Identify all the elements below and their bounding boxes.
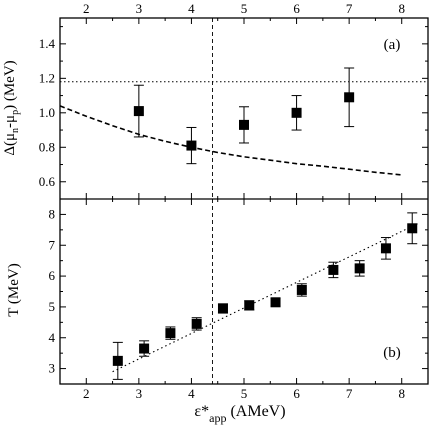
panel-b-ytick-label-0: 3	[49, 361, 56, 376]
bottom-axis-tick-label-5: 7	[346, 386, 353, 401]
panel-a-data-point-3	[291, 107, 302, 118]
top-axis-tick-label-3: 5	[241, 1, 248, 16]
panel-a-data-point-4	[344, 92, 355, 103]
panel-b-ytick-label-2: 5	[49, 299, 56, 314]
panel-a-data-point-2	[239, 119, 249, 130]
panel-b-dotted-line-1	[112, 223, 418, 373]
panel-b-data-point-1	[139, 343, 150, 354]
panel-b-ytick-label-3: 6	[49, 268, 56, 283]
panel-b-data-point-7	[296, 284, 307, 295]
bottom-axis-tick-label-1: 3	[136, 386, 143, 401]
panel-a-data-point-0	[133, 106, 144, 117]
panel-b-data-point-10	[380, 243, 391, 254]
panel-b-data-point-8	[328, 264, 339, 275]
panel-b-data-point-4	[217, 303, 228, 314]
bottom-axis-tick-label-6: 8	[398, 386, 405, 401]
panel-b-data-point-11	[407, 223, 418, 234]
panel-b-data-point-0	[112, 355, 123, 366]
panel-a-ytick-label-1: 0.8	[39, 139, 55, 154]
bottom-axis-tick-label-3: 5	[241, 386, 248, 401]
top-axis-tick-label-1: 3	[136, 1, 143, 16]
panel-b-ylabel: T (MeV)	[6, 263, 22, 316]
panel-b-ytick-label-1: 4	[49, 330, 56, 345]
panel-a-ytick-label-4: 1.4	[39, 36, 56, 51]
panel-a-ytick-label-3: 1.2	[39, 70, 55, 85]
panel-a-ytick-label-0: 0.6	[39, 174, 56, 189]
bottom-axis-tick-label-0: 2	[83, 386, 90, 401]
model-curves	[59, 105, 418, 373]
panel-a-label: (a)	[384, 37, 401, 53]
panel-a-ytick-label-2: 1.0	[39, 105, 55, 120]
panel-b-ytick-label-4: 7	[49, 237, 56, 252]
bottom-axis-tick-label-4: 6	[293, 386, 300, 401]
x-axis-label: ε*app (AMeV)	[194, 403, 285, 425]
top-axis-tick-label-2: 4	[188, 1, 195, 16]
panel-b-data-point-6	[270, 297, 281, 308]
panel-b-data-point-5	[244, 300, 255, 311]
panel-b-label: (b)	[383, 345, 401, 361]
panel-a-ylabel: Δ(μn-μp) (MeV)	[2, 60, 21, 155]
panel-a-dashed-curve-1	[59, 105, 402, 176]
top-axis-tick-label-0: 2	[83, 1, 90, 16]
data-markers	[112, 67, 418, 380]
top-axis-tick-label-4: 6	[293, 1, 300, 16]
top-axis-tick-label-5: 7	[346, 1, 353, 16]
panel-b-data-point-9	[354, 263, 365, 274]
ticks-layer: 0.6 0.8 1.0 1.2 1.4 2 3 4 5 6 7 8 3 4 5 6 7 8 2 3 4 5 6 7 8	[39, 1, 428, 401]
top-axis-tick-label-6: 8	[398, 1, 405, 16]
panel-b-ytick-label-5: 8	[49, 206, 56, 221]
panel-a-data-point-1	[186, 140, 197, 151]
reference-lines	[60, 18, 428, 384]
bottom-axis-tick-label-2: 4	[188, 386, 195, 401]
panel-b-data-point-2	[165, 328, 176, 339]
panel-b-data-point-3	[191, 318, 202, 329]
